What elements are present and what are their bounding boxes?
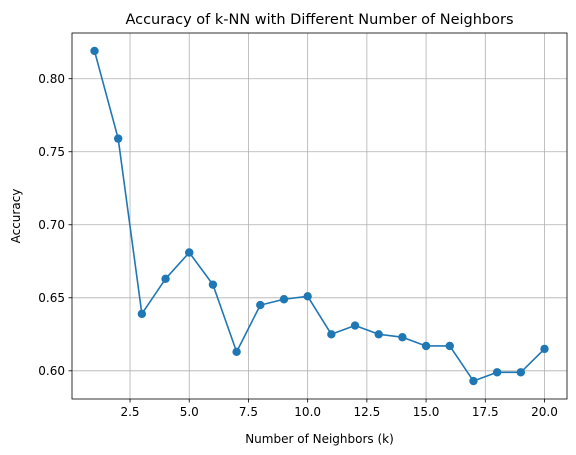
x-tick-label: 12.5 bbox=[354, 405, 381, 419]
data-point bbox=[327, 330, 336, 339]
data-point bbox=[279, 295, 289, 304]
x-tick-label: 20.0 bbox=[531, 405, 558, 419]
data-point bbox=[516, 368, 526, 377]
data-point bbox=[421, 341, 431, 351]
plot-frame bbox=[71, 32, 568, 400]
data-point bbox=[208, 280, 218, 289]
ticks: 2.5 5.0 7.5 10.0 12.5 15.0 17.5 20.0 0.60 0.65 0.7… bbox=[38, 72, 558, 419]
data-point bbox=[469, 376, 478, 386]
data-point bbox=[256, 300, 265, 310]
x-axis-label: Number of Neighbors (k) bbox=[245, 432, 394, 446]
y-tick-label: 0.80 bbox=[38, 72, 65, 86]
y-tick-label: 0.70 bbox=[38, 218, 65, 232]
data-point bbox=[303, 292, 312, 301]
x-tick-label: 15.0 bbox=[413, 405, 440, 419]
series-line bbox=[93, 50, 546, 382]
y-tick-label: 0.60 bbox=[38, 364, 65, 378]
chart-title: Accuracy of k-NN with Different Number o… bbox=[125, 12, 513, 28]
data-point bbox=[185, 248, 194, 257]
data-point bbox=[90, 46, 99, 56]
data-point bbox=[445, 341, 454, 351]
data-point bbox=[398, 333, 407, 342]
series-layer bbox=[90, 46, 549, 386]
data-point bbox=[492, 368, 502, 377]
y-tick-label: 0.75 bbox=[38, 145, 65, 159]
y-tick-label: 0.65 bbox=[38, 291, 65, 305]
data-point bbox=[374, 330, 383, 339]
data-point bbox=[137, 309, 147, 319]
data-point bbox=[113, 134, 123, 143]
data-point bbox=[540, 344, 549, 354]
data-point bbox=[232, 347, 241, 357]
x-tick-label: 10.0 bbox=[294, 405, 321, 419]
x-tick-label: 7.5 bbox=[239, 405, 258, 419]
grid bbox=[72, 33, 567, 399]
x-tick-label: 2.5 bbox=[120, 405, 139, 419]
x-tick-label: 5.0 bbox=[180, 405, 199, 419]
data-point bbox=[161, 274, 170, 284]
data-point bbox=[350, 321, 360, 330]
y-axis-label: Accuracy bbox=[9, 189, 23, 244]
x-tick-label: 17.5 bbox=[472, 405, 499, 419]
